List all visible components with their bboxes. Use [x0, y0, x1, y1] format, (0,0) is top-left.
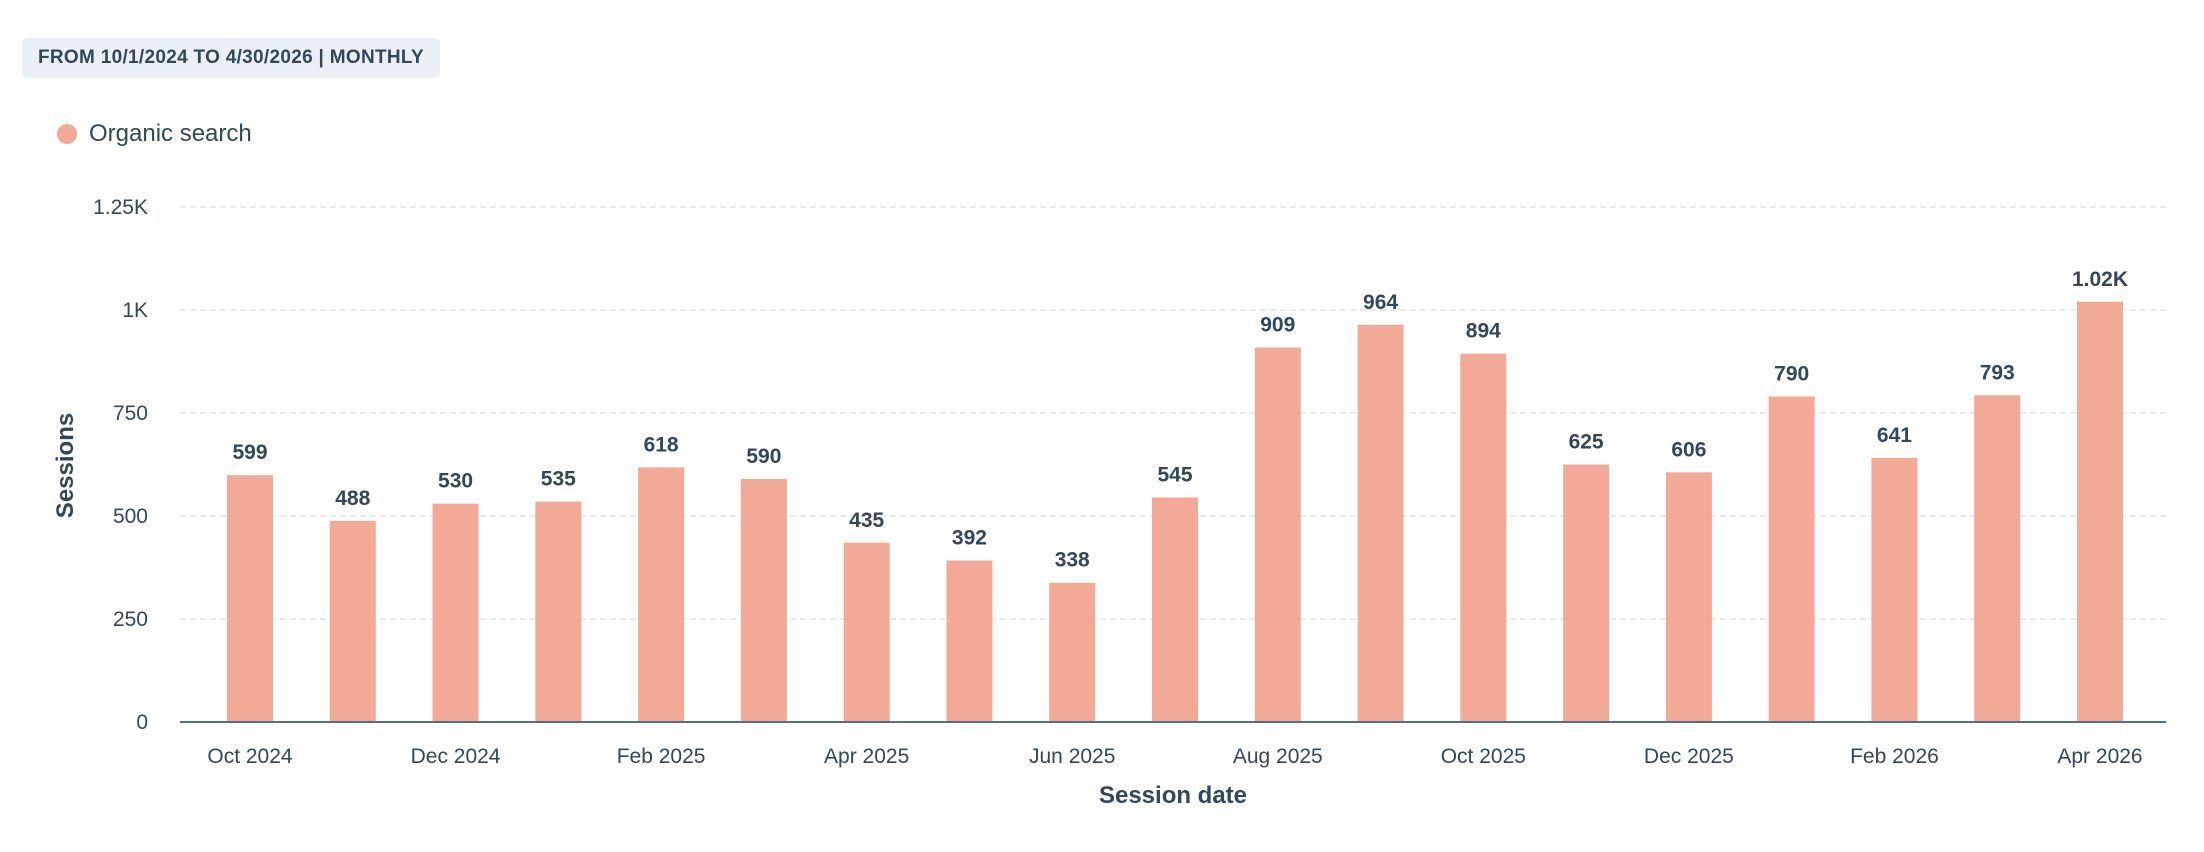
data-label: 392: [952, 526, 987, 549]
bars: [227, 301, 2123, 723]
bar[interactable]: [740, 478, 787, 722]
bar[interactable]: [638, 467, 685, 722]
bar[interactable]: [227, 475, 273, 722]
y-tick-label: 500: [113, 505, 148, 528]
bar[interactable]: [432, 503, 479, 722]
data-label: 530: [438, 470, 473, 493]
x-axis-title: Session date: [1099, 782, 1247, 809]
data-label: 535: [541, 468, 576, 491]
legend-label: Organic search: [89, 120, 252, 147]
bar[interactable]: [1049, 582, 1096, 722]
bar[interactable]: [535, 501, 582, 722]
x-tick-label: Oct 2024: [207, 745, 293, 768]
data-label: 606: [1671, 438, 1706, 461]
bar[interactable]: [946, 560, 993, 722]
data-label: 590: [746, 445, 781, 468]
data-label: 641: [1877, 424, 1912, 447]
x-tick-label: Feb 2025: [617, 745, 706, 768]
chart-legend: Organic search: [57, 120, 252, 148]
x-tick-label: Dec 2025: [1644, 745, 1734, 768]
data-label: 545: [1157, 463, 1192, 486]
bar[interactable]: [843, 542, 890, 722]
bar[interactable]: [1357, 324, 1404, 722]
data-label: 1.02K: [2072, 268, 2128, 291]
bar[interactable]: [1974, 395, 2021, 722]
bar[interactable]: [1871, 457, 1918, 722]
y-tick-label: 1K: [122, 299, 148, 322]
y-tick-label: 1.25K: [93, 196, 148, 219]
data-label: 435: [849, 509, 884, 532]
data-label: 618: [644, 433, 679, 456]
data-label: 488: [335, 487, 370, 510]
x-tick-label: Aug 2025: [1233, 745, 1323, 768]
data-label: 625: [1569, 431, 1604, 454]
legend-swatch: [57, 124, 77, 144]
bar[interactable]: [329, 520, 376, 722]
x-tick-label: Apr 2025: [824, 745, 909, 768]
data-label: 790: [1774, 363, 1809, 386]
data-label: 338: [1055, 549, 1090, 572]
date-range-badge: FROM 10/1/2024 TO 4/30/2026 | MONTHLY: [22, 38, 441, 78]
bar[interactable]: [1152, 497, 1198, 722]
y-axis-ticks: 0 250 500 750 1K 1.25K: [93, 196, 148, 734]
bar[interactable]: [1563, 464, 1610, 723]
x-axis-ticks: Oct 2024 Dec 2024 Feb 2025 Apr 2025 Jun 2025…: [207, 745, 2142, 768]
x-tick-label: Feb 2026: [1850, 745, 1939, 768]
y-axis-title: Sessions: [52, 413, 79, 518]
data-label: 964: [1363, 291, 1398, 314]
data-label: 599: [232, 441, 267, 464]
bar[interactable]: [1768, 396, 1815, 722]
x-tick-label: Jun 2025: [1029, 745, 1115, 768]
data-label: 793: [1980, 361, 2015, 384]
bar[interactable]: [1254, 347, 1301, 722]
x-tick-label: Oct 2025: [1441, 745, 1526, 768]
y-tick-label: 750: [113, 402, 148, 425]
bar[interactable]: [2077, 301, 2123, 722]
y-tick-label: 0: [136, 711, 148, 734]
bar[interactable]: [1460, 353, 1507, 722]
x-tick-label: Dec 2024: [411, 745, 501, 768]
data-label: 894: [1466, 320, 1501, 343]
data-labels: 599 488 530 535 618 590 435 392 338 545 909 964 894 6…: [232, 268, 2128, 572]
y-tick-label: 250: [113, 608, 148, 631]
x-tick-label: Apr 2026: [2057, 745, 2142, 768]
bar[interactable]: [1665, 472, 1712, 722]
data-label: 909: [1260, 313, 1295, 336]
